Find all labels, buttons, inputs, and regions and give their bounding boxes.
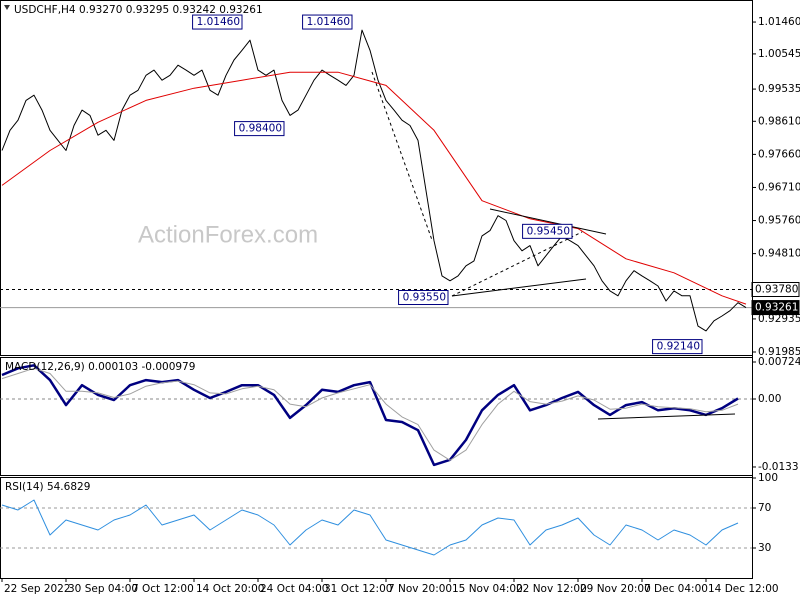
panel-title: RSI(14) 54.6829: [5, 481, 90, 493]
y-tick-label: 1.01460: [758, 16, 800, 28]
y-tick-label: 0.97660: [758, 148, 800, 160]
watermark: ActionForex.com: [138, 221, 318, 248]
x-tick-label: 15 Nov 04:00: [452, 583, 523, 595]
y-tick-label: 0.99535: [758, 83, 800, 95]
x-tick-label: 29 Nov 20:00: [580, 583, 651, 595]
y-tick-label: 0.92935: [758, 313, 800, 325]
annotation-label: 0.92140: [657, 341, 700, 353]
annotation-box: [522, 223, 573, 239]
x-tick-label: 22 Nov 12:00: [516, 583, 587, 595]
series-line: [1, 367, 739, 461]
y-tick-label: 0.00: [758, 393, 781, 405]
trendline: [489, 208, 607, 235]
series-line: [1, 71, 747, 305]
series-line: [1, 29, 747, 332]
x-tick-label: 24 Oct 04:00: [260, 583, 328, 595]
symbol-icon: [4, 5, 10, 10]
annotation-label: 0.95450: [527, 225, 570, 237]
x-tick-label: 7 Dec 04:00: [644, 583, 708, 595]
annotation-box: [652, 339, 703, 355]
x-tick-label: 7 Oct 12:00: [132, 583, 194, 595]
x-tick-label: 14 Oct 20:00: [196, 583, 264, 595]
drawings: [371, 71, 736, 420]
price-label: 0.93780: [755, 283, 798, 295]
y-tick-label: 0.96710: [758, 181, 800, 193]
x-tick-label: 14 Dec 12:00: [708, 583, 779, 595]
trendline: [597, 413, 736, 420]
annotation-box: [234, 121, 285, 137]
price-label: 0.93261: [755, 302, 798, 314]
trendline: [451, 231, 583, 297]
series-line: [1, 364, 739, 467]
panel-title: MACD(12,26,9) 0.000103 -0.000979: [5, 361, 195, 373]
y-tick-label: -0.0133: [758, 461, 799, 473]
y-tick-label: 0.94810: [758, 248, 800, 260]
x-tick-label: 7 Nov 20:00: [388, 583, 452, 595]
y-tick-label: 0.95760: [758, 215, 800, 227]
x-tick-label: 22 Sep 2022: [4, 583, 71, 595]
y-tick-label: 30: [758, 542, 771, 554]
series-line: [1, 499, 739, 556]
annotation-box: [302, 14, 353, 30]
y-tick-label: 1.00545: [758, 48, 800, 60]
annotation-box: [398, 290, 449, 306]
annotation-label: 0.98400: [239, 123, 282, 135]
annotation-label: 1.01460: [197, 16, 240, 28]
y-tick-label: 100: [758, 472, 778, 484]
y-tick-label: 0.91985: [758, 346, 800, 358]
y-tick-label: 0.00724: [758, 356, 800, 368]
annotation-label: 0.93550: [403, 292, 446, 304]
panel-title: USDCHF,H4 0.93270 0.93295 0.93242 0.9326…: [14, 4, 263, 16]
annotation-box: [192, 14, 243, 30]
annotation-label: 1.01460: [307, 16, 350, 28]
y-tick-label: 70: [758, 502, 771, 514]
trendline: [451, 278, 587, 297]
y-tick-label: 0.98610: [758, 115, 800, 127]
x-tick-label: 31 Oct 12:00: [324, 583, 392, 595]
x-tick-label: 30 Sep 04:00: [68, 583, 138, 595]
